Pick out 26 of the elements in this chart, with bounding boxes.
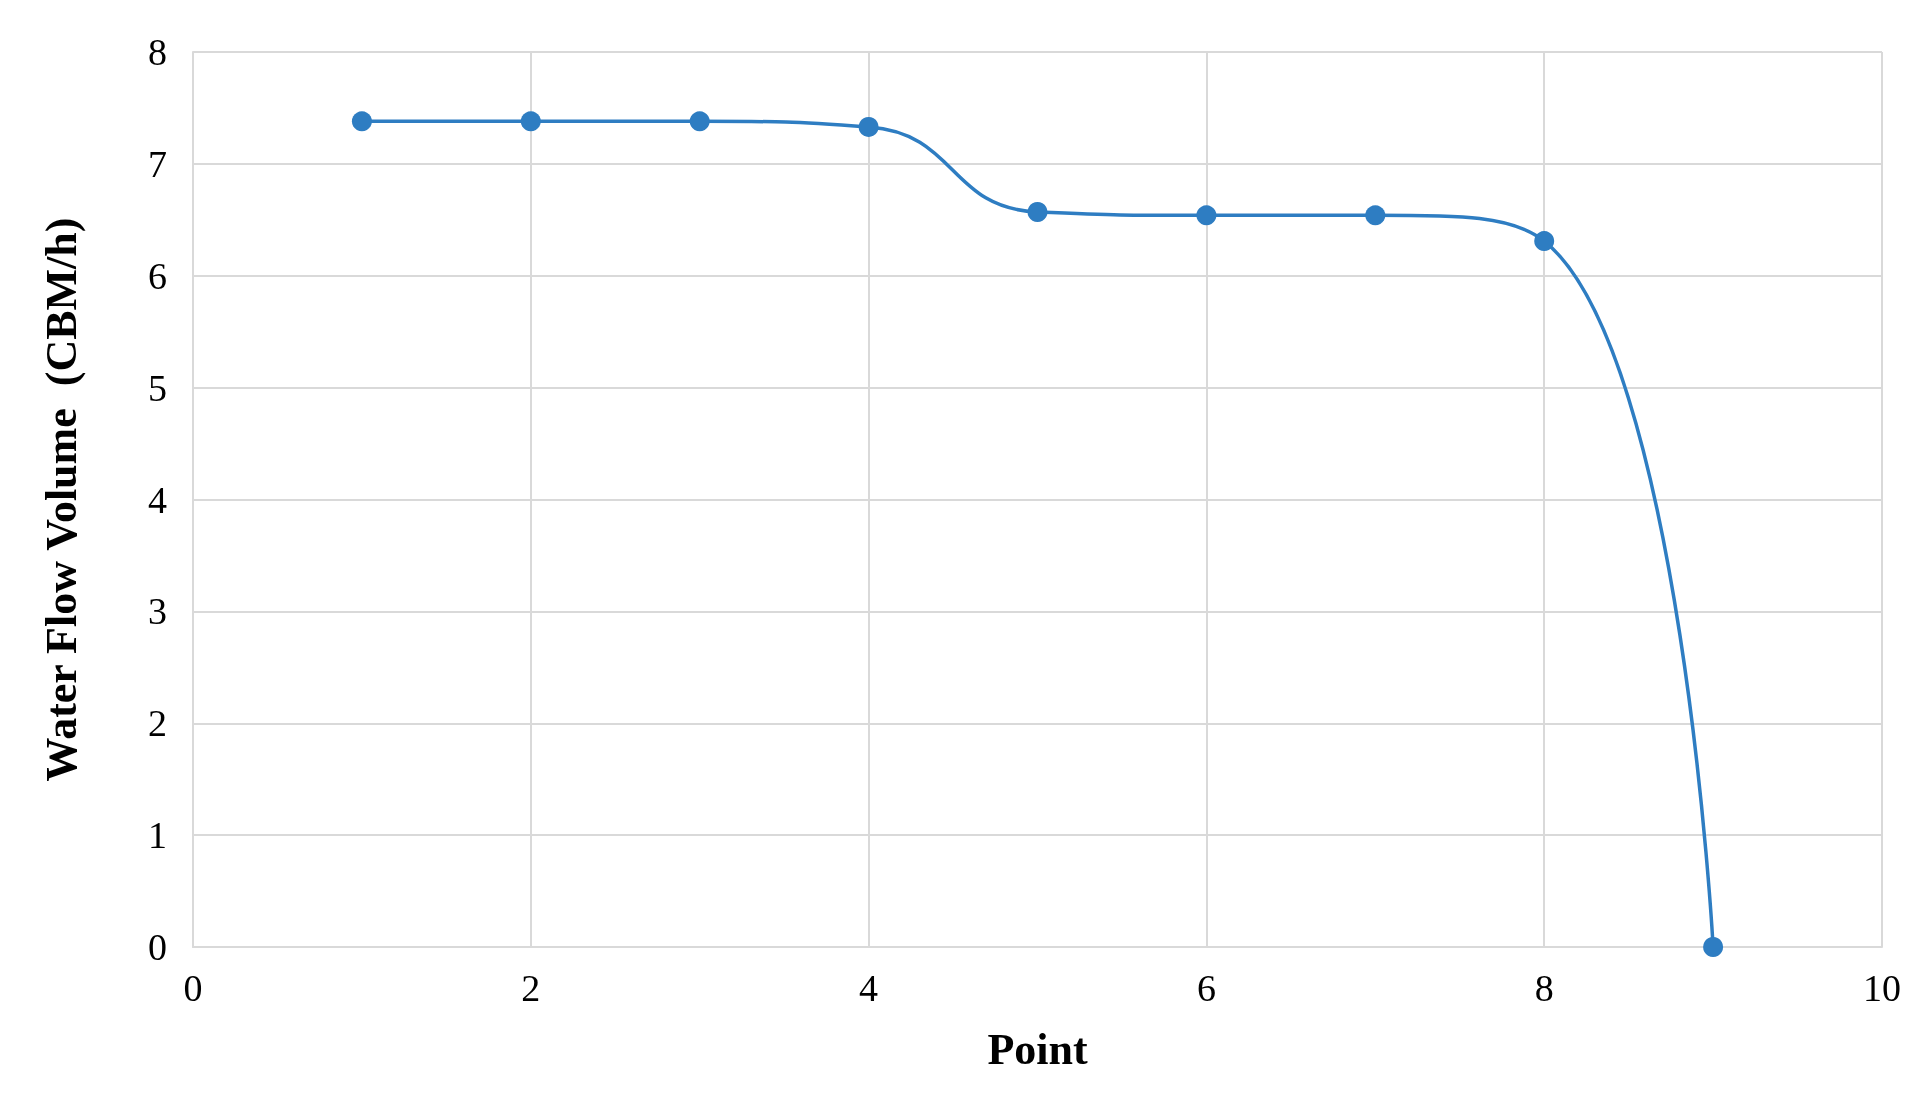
x-tick-label: 4 xyxy=(859,967,879,1009)
point xyxy=(1534,231,1555,252)
y-axis-title: Water Flow Volume (CBM/h) xyxy=(36,217,86,782)
x-tick-label: 0 xyxy=(183,967,203,1009)
x-tick-label: 8 xyxy=(1534,967,1554,1009)
x-tick-label: 2 xyxy=(521,967,541,1009)
y-tick-label: 4 xyxy=(148,478,167,521)
y-tick-label: 1 xyxy=(148,814,167,857)
y-tick-label: 2 xyxy=(148,702,167,745)
y-tick-label: 6 xyxy=(148,254,167,297)
y-tick-label: 8 xyxy=(148,31,167,73)
x-tick-label: 6 xyxy=(1196,967,1216,1009)
point xyxy=(520,111,541,132)
point xyxy=(1027,201,1048,222)
point xyxy=(351,111,372,132)
point xyxy=(689,111,710,132)
point xyxy=(1703,937,1724,957)
y-tick-label: 7 xyxy=(148,142,167,185)
x-axis-title: Point xyxy=(987,1024,1088,1074)
point xyxy=(858,116,879,137)
x-tick-label: 10 xyxy=(1863,967,1901,1009)
y-tick-label: 0 xyxy=(148,926,167,968)
y-tick-label: 5 xyxy=(148,366,167,409)
point xyxy=(1196,205,1217,226)
point xyxy=(1365,205,1386,226)
y-tick-label: 3 xyxy=(148,590,167,633)
